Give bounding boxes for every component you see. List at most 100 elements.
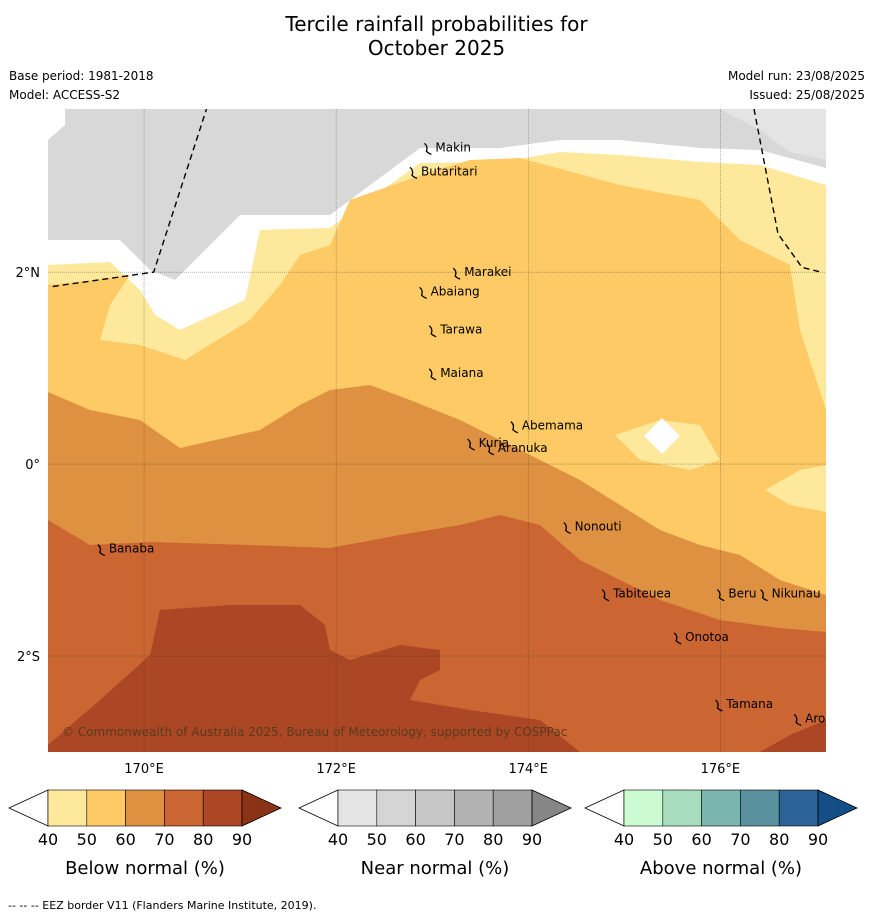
colorbar-segment [125, 789, 165, 827]
colorbar-segment [662, 789, 702, 827]
white-patch-north [48, 109, 65, 140]
copyright-notice: © Commonwealth of Australia 2025, Bureau… [62, 725, 567, 739]
colorbar-tick: 60 [405, 830, 425, 849]
colorbar-tick: 80 [769, 830, 789, 849]
lon-tick-label: 176°E [701, 762, 741, 777]
below-80-90-region [48, 605, 580, 752]
lon-tick-label: 174°E [508, 762, 548, 777]
eez-border [52, 109, 822, 288]
island-outline [601, 589, 610, 602]
figure-title: Tercile rainfall probabilities for Octob… [0, 12, 873, 60]
island-outline [486, 443, 495, 456]
colorbar-segment [740, 789, 780, 827]
colorbar-min-extend [298, 789, 339, 827]
lon-tick-label: 172°E [316, 762, 356, 777]
island-outline [97, 544, 106, 557]
axis-labels: 170°E 172°E 174°E 176°E 2°N 0° 2°S [16, 266, 741, 777]
colorbar-segment [454, 789, 494, 827]
island-label: Butaritari [421, 164, 478, 178]
below-40-50-patch-east [765, 465, 826, 512]
colorbar-min-extend [584, 789, 625, 827]
title-line-2: October 2025 [367, 36, 506, 60]
island-outline [452, 267, 461, 280]
colorbar-segment [202, 789, 243, 827]
colorbar-max-extend [817, 789, 858, 827]
colorbar-tick: 50 [653, 830, 673, 849]
colorbar-tick: 80 [483, 830, 503, 849]
island-label: Banaba [109, 542, 155, 556]
island-label: Beru [728, 587, 756, 601]
island-outline [793, 713, 802, 727]
lat-tick-label: 2°N [16, 266, 41, 281]
island-outline [467, 438, 475, 451]
lon-tick-label: 170°E [124, 762, 164, 777]
island-label: Tamana [725, 697, 773, 711]
colorbar-max-extend [241, 789, 282, 827]
colorbar-tick: 60 [691, 830, 711, 849]
colorbar-tick: 40 [328, 830, 348, 849]
below-80-90-region-east [760, 720, 826, 752]
colorbar-title: Above normal (%) [640, 858, 802, 879]
colorbar-segment [778, 789, 819, 827]
colorbar-segment [337, 789, 378, 827]
colorbar-segment [492, 789, 533, 827]
eez-line [753, 109, 822, 273]
island-outline [716, 589, 725, 602]
island-outline [409, 166, 418, 179]
white-patch [644, 418, 680, 454]
eez-line [52, 109, 208, 288]
colorbar: 40 50 60 70 80 90 Below normal (%) [8, 789, 282, 879]
colorbar-tick: 60 [115, 830, 135, 849]
colorbar-segment [415, 789, 455, 827]
island-label: Kuria [479, 436, 510, 450]
meta-left: Base period: 1981-2018 Model: ACCESS-S2 [9, 67, 154, 105]
lat-tick-label: 0° [25, 458, 40, 473]
colorbar-title: Below normal (%) [65, 858, 225, 879]
colorbar-tick: 90 [522, 830, 542, 849]
above-normal-region [720, 109, 826, 160]
colorbar-tick: 50 [367, 830, 387, 849]
colorbar-tick: 70 [444, 830, 464, 849]
colorbar-segment [376, 789, 416, 827]
island-outline [673, 632, 682, 645]
island-label: Tarawa [439, 323, 482, 337]
lat-tick-label: 2°S [17, 650, 40, 665]
model-name: Model: ACCESS-S2 [9, 88, 121, 102]
colorbar-tick: 90 [232, 830, 252, 849]
island-label: Abaiang [431, 284, 480, 298]
colorbar-tick: 40 [38, 830, 58, 849]
island-label: Marakei [464, 265, 511, 279]
islands-layer: Makin Butaritari Marakei Abaiang Tarawa Maian… [97, 140, 845, 727]
colorbar-tick: 70 [154, 830, 174, 849]
issued-date: Issued: 25/08/2025 [749, 88, 865, 102]
colorbar-max-extend [531, 789, 572, 827]
title-line-1: Tercile rainfall probabilities for [285, 12, 588, 36]
colorbar-min-extend [8, 789, 49, 827]
colorbar-tick: 90 [808, 830, 828, 849]
colorbar-segment [47, 789, 88, 827]
island-outline [419, 286, 427, 299]
island-outline [563, 521, 571, 535]
base-period: Base period: 1981-2018 [9, 69, 154, 83]
colorbar-tick: 50 [77, 830, 97, 849]
colorbar-segment [86, 789, 126, 827]
island-label: Nikunau [772, 587, 821, 601]
footer-legend: -- -- -- EEZ border V11 (Flanders Marine… [8, 899, 317, 912]
island-label: Tabiteuea [612, 587, 671, 601]
colorbar-segment [164, 789, 204, 827]
meta-right: Model run: 23/08/2025 Issued: 25/08/2025 [728, 67, 865, 105]
island-outline [510, 421, 519, 434]
island-label: Abemama [522, 419, 583, 433]
colorbar: 40 50 60 70 80 90 Above normal (%) [584, 789, 858, 879]
colorbars: 40 50 60 70 80 90 Below normal (%) 40 50 60 70 80 90… [8, 789, 858, 879]
island-label: Maiana [440, 366, 483, 380]
colorbar-segment [623, 789, 664, 827]
island-label: Arorae [805, 711, 845, 725]
colorbar: 40 50 60 70 80 90 Near normal (%) [298, 789, 572, 879]
colorbar-tick: 70 [730, 830, 750, 849]
island-outline [428, 325, 437, 338]
island-outline [715, 699, 723, 712]
colorbar-tick: 80 [193, 830, 213, 849]
island-label: Aranuka [498, 441, 548, 455]
